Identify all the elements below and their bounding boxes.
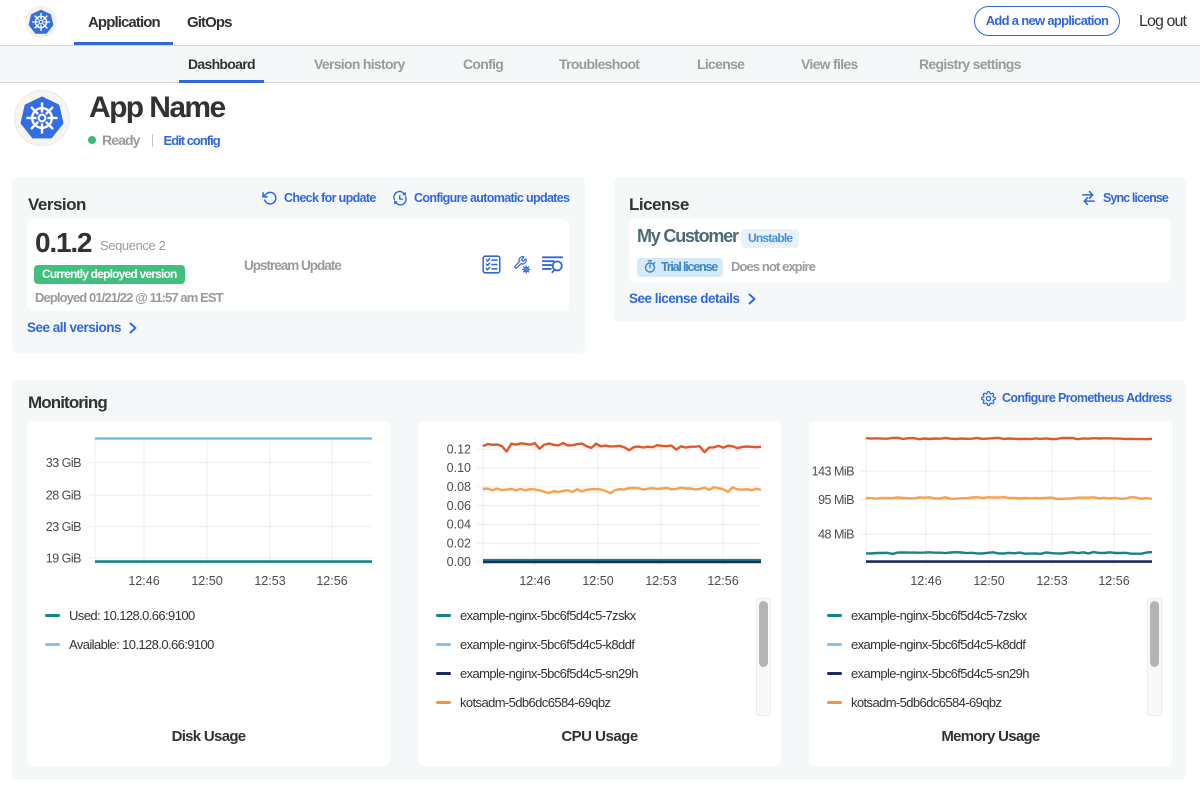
svg-text:12:56: 12:56 [316, 574, 347, 588]
svg-text:12:56: 12:56 [1098, 574, 1129, 588]
svg-text:33 GiB: 33 GiB [46, 456, 81, 470]
svg-text:23 GiB: 23 GiB [46, 520, 81, 534]
svg-text:12:53: 12:53 [645, 574, 676, 588]
svg-text:12:53: 12:53 [1036, 574, 1067, 588]
svg-text:12:46: 12:46 [910, 574, 941, 588]
svg-text:95 MiB: 95 MiB [818, 493, 854, 507]
svg-text:12:56: 12:56 [707, 574, 738, 588]
svg-text:0.02: 0.02 [447, 536, 471, 550]
svg-text:12:46: 12:46 [519, 574, 550, 588]
svg-text:0.10: 0.10 [447, 461, 471, 475]
svg-text:28 GiB: 28 GiB [46, 489, 81, 503]
svg-text:12:50: 12:50 [191, 574, 222, 588]
svg-text:19 GiB: 19 GiB [46, 551, 81, 565]
svg-text:0.08: 0.08 [447, 480, 471, 494]
svg-text:143 MiB: 143 MiB [812, 464, 855, 478]
svg-text:48 MiB: 48 MiB [818, 528, 854, 542]
svg-text:12:46: 12:46 [128, 574, 159, 588]
svg-text:12:50: 12:50 [973, 574, 1004, 588]
svg-text:0.04: 0.04 [447, 518, 471, 532]
svg-text:0.06: 0.06 [447, 499, 471, 513]
svg-text:12:53: 12:53 [254, 574, 285, 588]
svg-text:0.00: 0.00 [447, 555, 471, 569]
svg-text:0.12: 0.12 [447, 442, 471, 456]
svg-text:12:50: 12:50 [582, 574, 613, 588]
